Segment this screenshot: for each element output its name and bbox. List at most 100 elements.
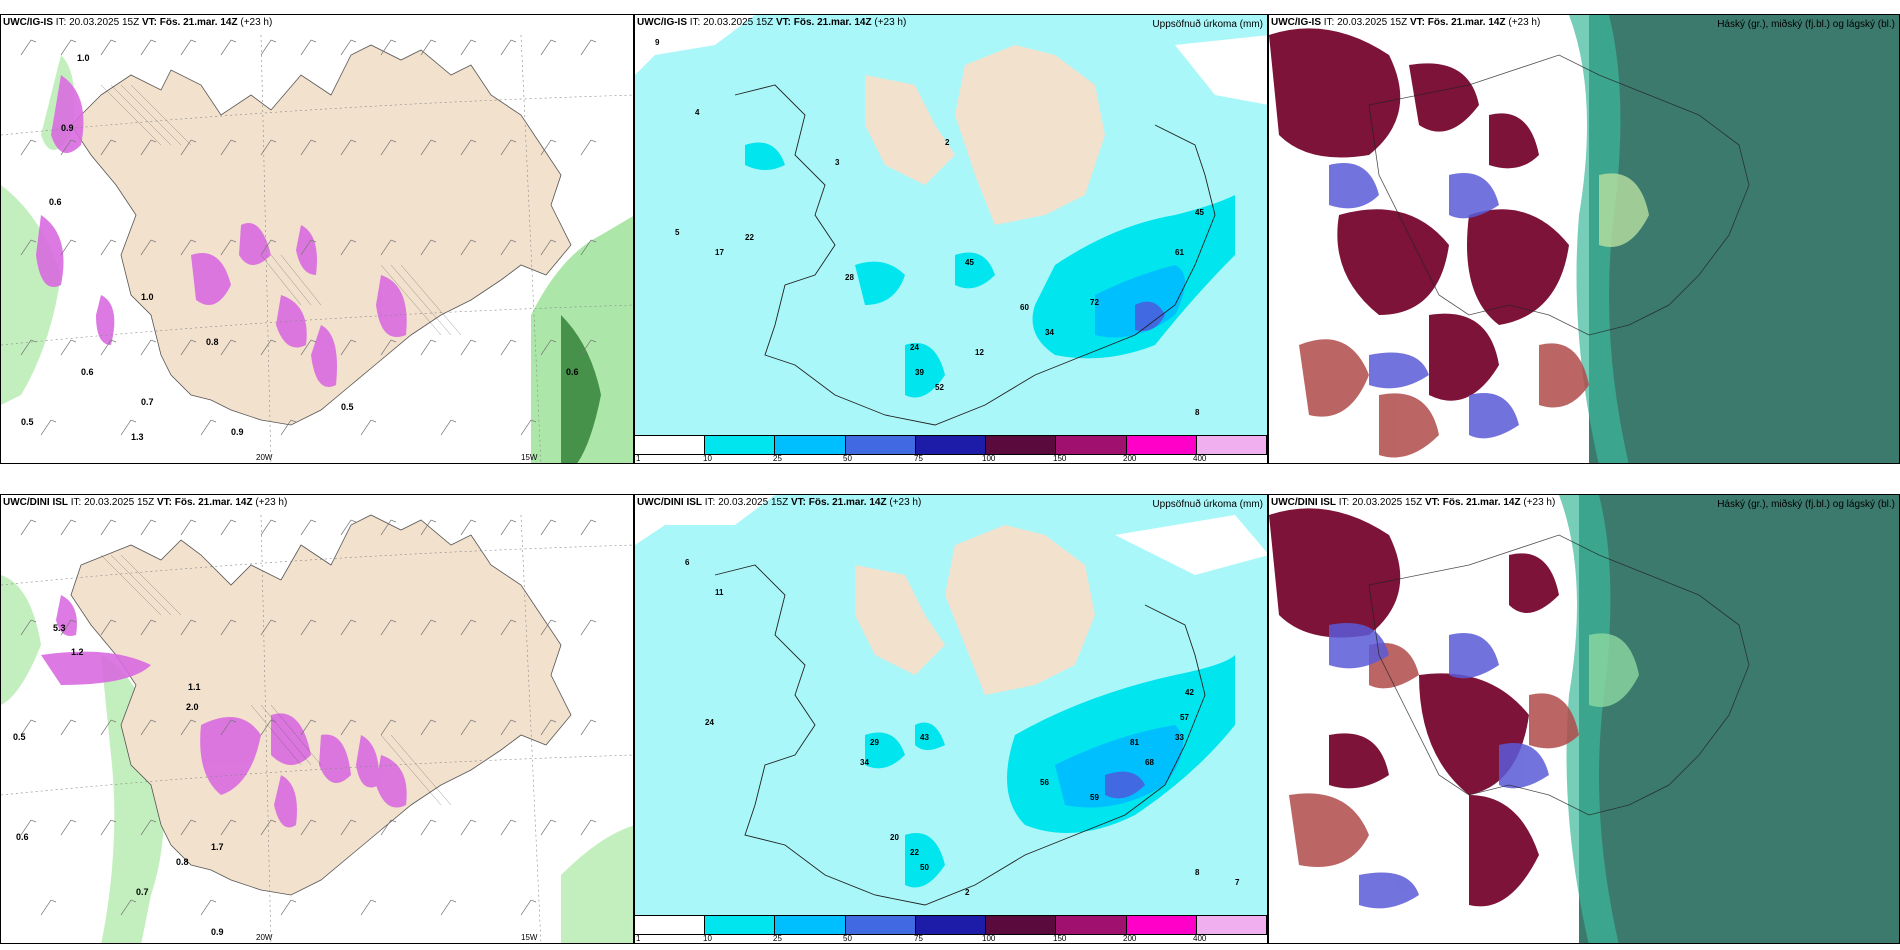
val-label: 68 [1145, 758, 1154, 767]
val-label: 34 [860, 758, 869, 767]
colorbar-label: 75 [914, 454, 923, 463]
valid-time: VT: Fös. 21.mar. 14Z [141, 17, 238, 28]
val-label: 9 [655, 38, 660, 47]
precip-map-top: 9 5 17 22 28 45 60 72 24 39 52 34 61 45 … [635, 15, 1267, 435]
val-label: 28 [845, 273, 854, 282]
colorbar-label: 50 [843, 454, 852, 463]
val-label: 8 [1195, 408, 1200, 417]
model-name: UWC/IG-IS [1271, 17, 1321, 28]
val-label: 0.7 [136, 887, 149, 897]
val-label: 1.0 [77, 53, 90, 63]
val-label: 0.6 [49, 197, 62, 207]
val-label: 72 [1090, 298, 1099, 307]
valid-time: VT: Fös. 21.mar. 14Z [775, 17, 872, 28]
panel-header: UWC/DINI ISL IT: 20.03.2025 15Z VT: Fös.… [3, 497, 287, 508]
val-label: 22 [745, 233, 754, 242]
val-label: 6 [685, 558, 690, 567]
val-label: 0.5 [21, 417, 34, 427]
val-label: 59 [1090, 793, 1099, 802]
model-name: UWC/DINI ISL [637, 497, 702, 508]
cloud-panel-top: UWC/IG-IS IT: 20.03.2025 15Z VT: Fös. 21… [1268, 14, 1900, 464]
val-label: 0.6 [16, 832, 29, 842]
lon-label: 15W [521, 933, 538, 942]
val-label: 39 [915, 368, 924, 377]
cloud-map-top [1269, 15, 1899, 463]
colorbar-cell [775, 436, 846, 454]
colorbar-cell [775, 916, 846, 934]
wind-map-top: 1.0 0.9 0.6 0.5 1.3 0.8 0.7 0.6 1.0 0.9 … [1, 15, 633, 463]
mid-cloud [1289, 643, 1579, 867]
low-cloud [1329, 163, 1519, 439]
val-label: 0.9 [211, 927, 224, 937]
val-label: 5 [675, 228, 680, 237]
colorbar-cell [1196, 916, 1267, 934]
val-label: 61 [1175, 248, 1184, 257]
val-label: 33 [1175, 733, 1184, 742]
colorbar-cell [915, 916, 987, 934]
model-name: UWC/IG-IS [3, 17, 53, 28]
precip-panel-top: 9 5 17 22 28 45 60 72 24 39 52 34 61 45 … [634, 14, 1268, 464]
val-label: 7 [1235, 878, 1240, 887]
precip-colorbar [635, 435, 1267, 455]
val-label: 81 [1130, 738, 1139, 747]
land-dry-area [865, 45, 1105, 225]
panel-title: Háský (gr.), miðský (fj.bl.) og lágský (… [1717, 499, 1895, 510]
lon-label: 20W [256, 453, 273, 462]
precip-intense [745, 142, 1235, 398]
cloud-map-bottom [1269, 495, 1899, 943]
snow-areas [36, 75, 407, 387]
val-label: 60 [1020, 303, 1029, 312]
high-cloud [1269, 28, 1569, 401]
val-label: 24 [705, 718, 714, 727]
mid-cloud [1299, 339, 1589, 458]
panel-header: UWC/IG-IS IT: 20.03.2025 15Z VT: Fös. 21… [3, 17, 272, 28]
coastline-cloud [1368, 54, 1750, 336]
panel-header: UWC/DINI ISL IT: 20.03.2025 15Z VT: Fös.… [1271, 497, 1555, 508]
hatch-ice [100, 84, 462, 336]
colorbar-cell [845, 916, 916, 934]
lead-time: (+23 h) [1508, 17, 1541, 28]
precip-values: 6 11 24 29 43 34 56 81 68 42 57 59 33 50… [685, 558, 1240, 897]
colorbar-cell [1126, 436, 1197, 454]
land-dry-area [855, 525, 1095, 695]
wind-map-bottom: 5.3 1.2 0.5 0.6 2.0 1.1 0.8 0.7 0.9 1.7 [1, 495, 633, 943]
colorbar-labels: 1 10 25 50 75 100 150 200 400 [635, 454, 1267, 463]
wind-panel-top: 1.0 0.9 0.6 0.5 1.3 0.8 0.7 0.6 1.0 0.9 … [0, 14, 634, 464]
colorbar-label: 400 [1193, 934, 1207, 943]
lead-time: (+23 h) [874, 17, 907, 28]
colorbar-cell [986, 436, 1057, 454]
colorbar-label: 75 [914, 934, 923, 943]
colorbar-label: 50 [843, 934, 852, 943]
colorbar-cell [1056, 916, 1127, 934]
hatch-ice [100, 554, 452, 806]
lead-time: (+23 h) [255, 497, 288, 508]
colorbar-label: 200 [1123, 454, 1137, 463]
colorbar-cell [705, 436, 776, 454]
init-time: IT: 20.03.2025 15Z [55, 17, 140, 28]
colorbar-label: 25 [773, 934, 782, 943]
colorbar-cell [1126, 916, 1197, 934]
precip-colorbar [635, 915, 1267, 935]
init-time: IT: 20.03.2025 15Z [70, 497, 155, 508]
coastline-precip [714, 564, 1206, 906]
colorbar-label: 200 [1123, 934, 1137, 943]
cloud-panel-bottom: UWC/DINI ISL IT: 20.03.2025 15Z VT: Fös.… [1268, 494, 1900, 944]
val-label: 1.1 [188, 682, 201, 692]
wind-value-labels: 1.0 0.9 0.6 0.5 1.3 0.8 0.7 0.6 1.0 0.9 … [21, 53, 579, 442]
panel-header: UWC/IG-IS IT: 20.03.2025 15Z VT: Fös. 21… [1271, 17, 1540, 28]
val-label: 0.8 [176, 857, 189, 867]
colorbar-label: 100 [982, 454, 996, 463]
lead-time: (+23 h) [889, 497, 922, 508]
val-label: 0.5 [341, 402, 354, 412]
colorbar-label: 150 [1053, 454, 1067, 463]
lead-time: (+23 h) [240, 17, 273, 28]
valid-time: VT: Fös. 21.mar. 14Z [790, 497, 887, 508]
colorbar-cell [1196, 436, 1267, 454]
colorbar-cell [915, 436, 987, 454]
coastline-cloud [1368, 534, 1750, 816]
precip-intense [865, 655, 1235, 888]
init-time: IT: 20.03.2025 15Z [704, 497, 789, 508]
lon-label: 15W [521, 453, 538, 462]
val-label: 0.6 [566, 367, 579, 377]
iceland-land-top [70, 44, 572, 426]
